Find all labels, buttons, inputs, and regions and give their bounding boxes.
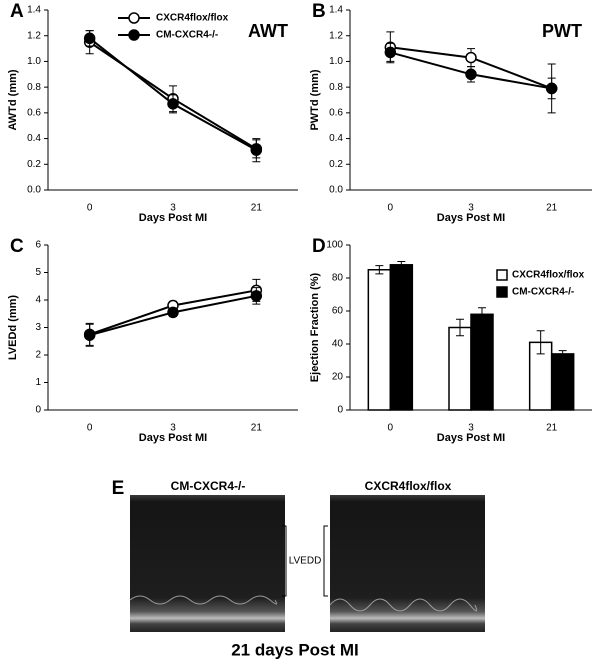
y-tick-label: 100 [326, 240, 343, 251]
echo-wall [129, 595, 278, 605]
error-bar [397, 261, 406, 269]
y-tick-label: 0 [35, 405, 41, 416]
y-tick-label: 0.6 [329, 107, 343, 118]
y-tick-label: 6 [35, 240, 41, 251]
panel-label: D [312, 236, 326, 257]
x-tick-label: 21 [546, 203, 558, 214]
marker [167, 98, 179, 110]
x-tick-label: 3 [170, 203, 176, 214]
legend-label: CM-CXCR4-/- [156, 30, 218, 41]
marker [83, 32, 96, 45]
x-tick-label: 0 [87, 423, 93, 434]
y-tick-label: 80 [332, 273, 344, 284]
error-bar [558, 350, 567, 358]
y-tick-label: 3 [35, 322, 41, 333]
error-bar [456, 318, 464, 337]
bracket [323, 525, 328, 597]
y-tick-label: 0.4 [27, 133, 41, 144]
y-tick-label: 60 [332, 306, 344, 317]
bar [470, 313, 494, 411]
echo-image [330, 495, 485, 632]
y-tick-label: 5 [35, 267, 41, 278]
y-tick-label: 0.4 [329, 133, 343, 144]
marker [250, 290, 263, 302]
y-tick-label: 0.0 [329, 185, 343, 196]
legend-label: CXCR4flox/flox [156, 13, 229, 24]
bracket [282, 525, 287, 597]
marker [465, 68, 477, 81]
y-axis-title: LVEDd (mm) [7, 295, 19, 361]
x-axis-title: Days Post MI [139, 212, 207, 224]
y-tick-label: 0.8 [329, 82, 343, 93]
panel-label: B [312, 1, 326, 22]
legend-swatch [496, 269, 508, 281]
x-tick-label: 3 [468, 423, 474, 434]
marker [384, 46, 397, 59]
y-tick-label: 1.4 [27, 5, 41, 16]
x-tick-label: 3 [170, 423, 176, 434]
x-tick-label: 0 [87, 203, 93, 214]
y-tick-label: 20 [332, 372, 344, 383]
y-tick-label: 1.2 [329, 30, 343, 41]
image-title: CM-CXCR4-/- [171, 479, 246, 493]
x-tick-label: 3 [468, 203, 474, 214]
error-bar [375, 265, 384, 275]
echo-image [130, 495, 285, 632]
bar [389, 264, 414, 411]
bar [550, 353, 575, 411]
y-axis-title: AWTd (mm) [7, 69, 19, 130]
marker [465, 51, 477, 64]
y-tick-label: 4 [35, 295, 41, 306]
x-tick-label: 0 [388, 203, 394, 214]
y-tick-label: 0.6 [27, 107, 41, 118]
panel-e: E CM-CXCR4-/- CXCR4flox/flox LVEDD 21 da… [112, 478, 485, 659]
x-tick-label: 21 [251, 203, 263, 214]
caption: 21 days Post MI [231, 640, 359, 659]
x-axis-title: Days Post MI [437, 212, 505, 224]
legend-label: CXCR4flox/flox [512, 270, 585, 281]
y-tick-label: 0.8 [27, 82, 41, 93]
marker-label: LVEDD [289, 556, 322, 567]
marker [545, 82, 558, 95]
y-tick-label: 1.0 [329, 56, 343, 67]
marker [167, 306, 179, 319]
error-bar [536, 330, 545, 355]
image-title: CXCR4flox/flox [365, 479, 452, 493]
x-axis-title: Days Post MI [437, 432, 505, 444]
y-tick-label: 2 [35, 350, 41, 361]
x-tick-label: 0 [388, 423, 394, 434]
panel-label: E [112, 478, 125, 499]
marker [250, 144, 263, 156]
y-tick-label: 0.0 [27, 185, 41, 196]
legend-label: CM-CXCR4-/- [512, 287, 574, 298]
panel-label: A [10, 1, 24, 22]
y-axis-title: PWTd (mm) [309, 69, 321, 130]
marker [83, 329, 96, 341]
panel-label: C [10, 236, 24, 257]
legend-marker [128, 29, 140, 41]
legend-swatch [496, 286, 508, 298]
x-tick-label: 21 [546, 423, 558, 434]
bar [448, 326, 472, 411]
y-tick-label: 1 [35, 377, 41, 388]
y-tick-label: 0.2 [27, 159, 41, 170]
bar [367, 269, 392, 411]
legend-marker [128, 12, 140, 24]
y-tick-label: 1.4 [329, 5, 343, 16]
y-axis-title: Ejection Fraction (%) [309, 272, 321, 382]
y-tick-label: 40 [332, 339, 344, 350]
error-bar [478, 307, 486, 322]
echo-wall [329, 598, 478, 612]
x-tick-label: 21 [251, 423, 263, 434]
y-tick-label: 1.0 [27, 56, 41, 67]
annotation: AWT [248, 21, 288, 41]
x-axis-title: Days Post MI [139, 432, 207, 444]
annotation: PWT [542, 21, 582, 41]
y-tick-label: 1.2 [27, 30, 41, 41]
y-tick-label: 0.2 [329, 159, 343, 170]
y-tick-label: 0 [337, 405, 343, 416]
